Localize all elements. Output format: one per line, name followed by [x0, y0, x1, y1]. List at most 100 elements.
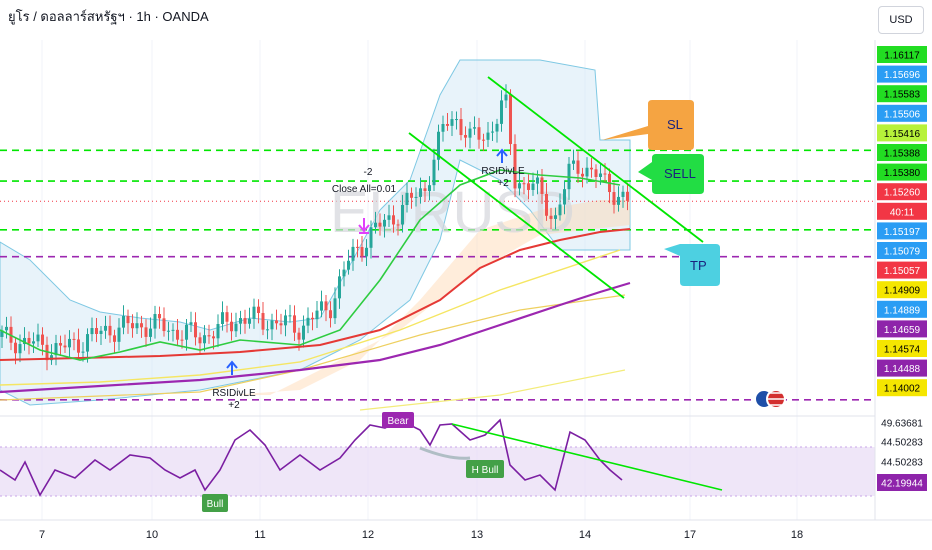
price-label-box: [877, 163, 927, 181]
candle-body: [509, 94, 512, 145]
bear-badge: [382, 412, 414, 428]
price-label-box: [877, 202, 927, 220]
candle-body: [315, 310, 319, 320]
candle-body: [603, 173, 607, 175]
candle-body: [243, 318, 247, 324]
candle-body: [324, 301, 328, 311]
h-bull-badge: [466, 460, 504, 478]
candle-body: [396, 224, 400, 226]
rsi-label: 44.50283: [881, 458, 923, 469]
candle-body: [360, 247, 364, 257]
time-tick: 13: [471, 529, 483, 541]
candle-body: [135, 323, 139, 329]
candle-body: [522, 183, 526, 185]
candle-body: [14, 342, 17, 354]
candle-body: [288, 315, 292, 317]
candle-body: [387, 215, 391, 220]
candle-body: [86, 334, 89, 352]
tp-callout: [664, 244, 720, 286]
price-label-box: [877, 359, 927, 377]
candle-body: [612, 192, 616, 205]
candle-body: [185, 324, 188, 340]
candle-body: [27, 337, 31, 344]
price-label: 1.14909: [884, 286, 921, 297]
candle-body: [216, 323, 220, 339]
candle-body: [77, 339, 80, 353]
price-label-box: [877, 46, 927, 63]
candle-body: [419, 188, 422, 197]
candle-body: [338, 276, 341, 299]
price-label: 1.14659: [884, 325, 921, 336]
time-axis: 7 10 11 12 13 14 17 18: [39, 529, 803, 541]
candle-body: [302, 325, 305, 340]
candle-body: [621, 191, 625, 197]
candle-body: [513, 144, 517, 189]
rsi-label-box: [877, 433, 927, 450]
candle-body: [104, 325, 107, 331]
candle-body: [257, 306, 260, 314]
time-tick: 14: [579, 529, 591, 541]
price-label-box: [877, 104, 927, 122]
price-label: 1.15380: [884, 168, 921, 179]
rsi-div-bottom-count: +2: [228, 400, 240, 411]
candle-body: [306, 317, 310, 326]
price-label: 1.14002: [884, 384, 921, 395]
candle-body: [464, 135, 467, 138]
bull-label: Bull: [207, 499, 224, 510]
candle-body: [518, 183, 521, 189]
price-label-box: [877, 144, 927, 161]
candle-body: [572, 160, 575, 164]
price-label-box: [877, 222, 927, 240]
candle-body: [239, 318, 242, 324]
candle-body: [203, 335, 206, 344]
candle-body: [90, 328, 94, 335]
price-label-box: [877, 300, 927, 318]
us-flag-icon: [754, 389, 786, 409]
price-label-box: [877, 379, 927, 397]
currency-button[interactable]: USD: [878, 6, 924, 34]
candle-body: [392, 215, 395, 225]
candle-body: [284, 315, 287, 326]
candle-body: [437, 131, 440, 160]
price-label: 1.15079: [884, 247, 921, 258]
candle-body: [144, 327, 148, 337]
ma-purple: [0, 281, 631, 394]
candle-body: [383, 219, 386, 227]
ma-green: [0, 169, 621, 361]
rsi-div-top-count: +2: [497, 178, 509, 189]
rsi-label-box: [877, 474, 927, 491]
candle-body: [68, 338, 71, 348]
candle-body: [590, 167, 593, 170]
price-label-box: [877, 320, 927, 338]
candle-body: [329, 310, 332, 319]
price-label: 1.15057: [884, 266, 921, 277]
candle-body: [378, 222, 382, 227]
time-tick: 11: [254, 529, 265, 541]
candle-body: [5, 326, 8, 331]
candle-body: [482, 139, 485, 141]
price-label: 1.16117: [884, 51, 920, 62]
candle-body: [266, 329, 269, 331]
candle-body: [41, 334, 44, 345]
candle-body: [225, 312, 229, 322]
bear-label: Bear: [387, 416, 409, 427]
rsi-scale: 49.63681 44.50283 44.50283 42.19944: [877, 414, 927, 491]
candle-body: [230, 321, 233, 332]
candle-body: [414, 196, 418, 198]
price-label-box: [877, 124, 927, 142]
tp-label: TP: [690, 258, 707, 273]
candle-body: [423, 188, 427, 192]
candle-body: [221, 312, 224, 324]
candle-body: [270, 320, 274, 330]
rsi-label-box: [877, 453, 927, 470]
candle-body: [59, 343, 62, 346]
candle-body: [495, 123, 499, 132]
candle-body: [180, 339, 184, 341]
candle-body: [122, 316, 125, 328]
candle-body: [576, 160, 580, 174]
candle-body: [527, 183, 530, 190]
candle-body: [374, 222, 377, 228]
candle-body: [117, 327, 121, 342]
candle-body: [95, 328, 98, 334]
candle-body: [594, 169, 598, 177]
